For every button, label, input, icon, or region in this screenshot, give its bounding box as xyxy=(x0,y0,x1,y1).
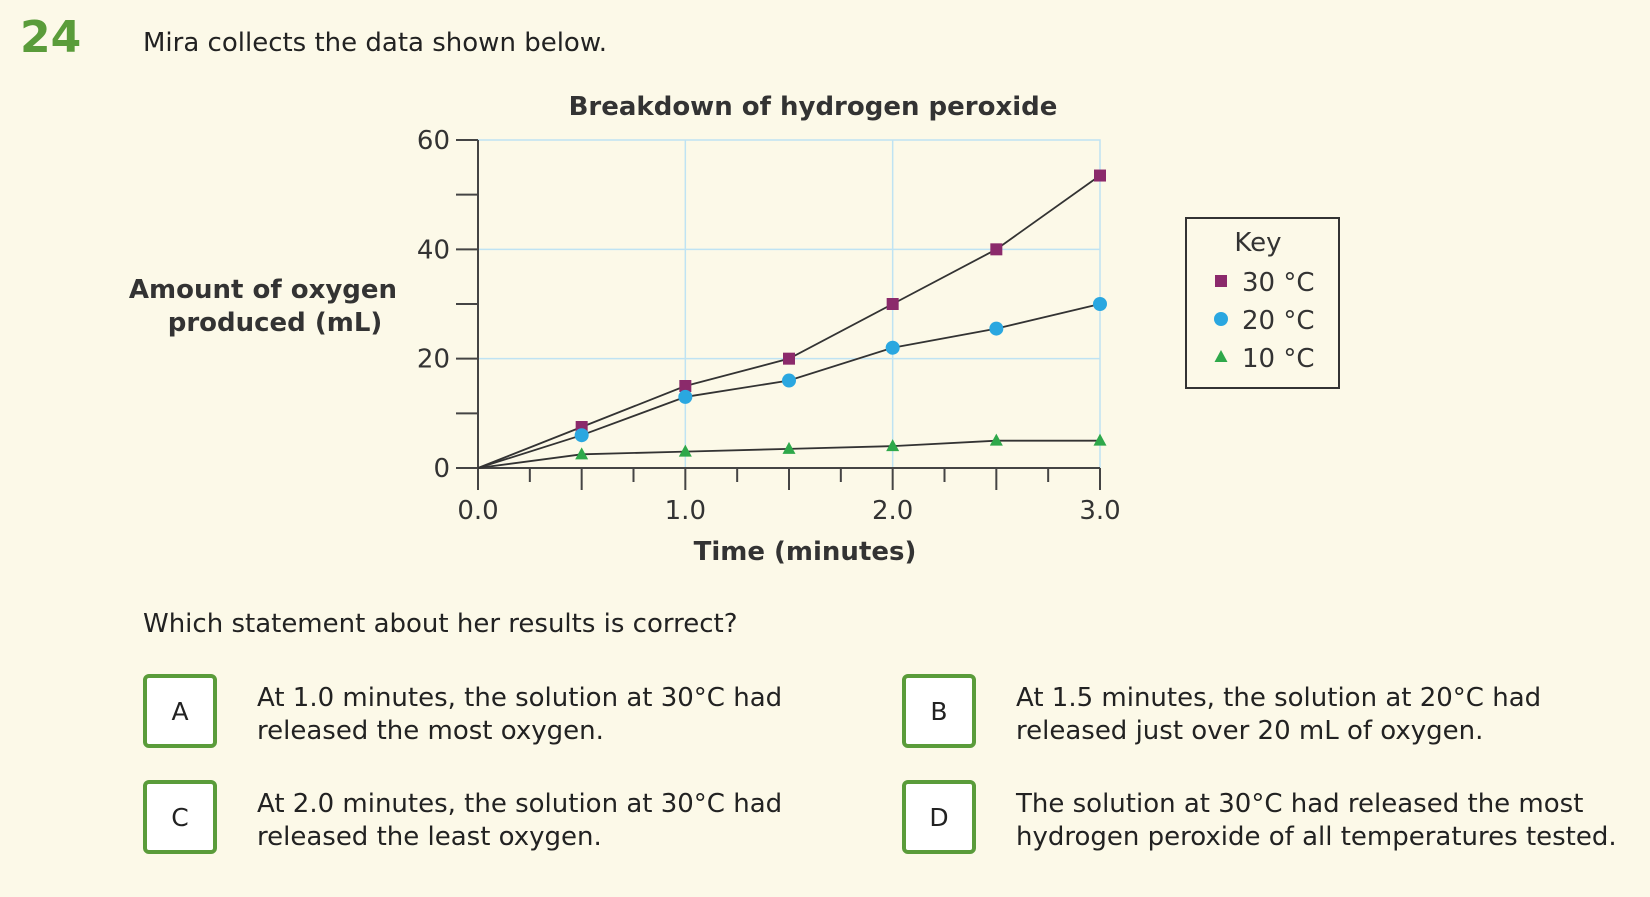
option-c-line-1: At 2.0 minutes, the solution at 30°C had xyxy=(257,789,783,819)
legend-marker-20c xyxy=(1214,312,1228,326)
y-tick-label: 20 xyxy=(417,345,450,375)
grid-layer xyxy=(477,139,1101,469)
question-number: 24 xyxy=(20,12,82,63)
data-point-30c xyxy=(679,380,692,392)
series-line-30c xyxy=(477,174,1101,469)
y-tick-label: 60 xyxy=(417,126,450,156)
option-b-button[interactable]: B xyxy=(902,674,976,748)
option-d-letter: D xyxy=(929,802,949,832)
data-point-20c xyxy=(1093,297,1107,311)
legend-label-20c: 20 °C xyxy=(1242,306,1315,336)
data-point-30c xyxy=(1094,169,1106,182)
legend-marker-30c xyxy=(1215,275,1227,287)
option-a-line-1: At 1.0 minutes, the solution at 30°C had xyxy=(257,683,783,713)
x-tick-label: 1.0 xyxy=(665,496,706,526)
data-point-20c xyxy=(885,340,900,355)
option-a-text: At 1.0 minutes, the solution at 30°C had… xyxy=(257,682,782,748)
data-point-10c xyxy=(989,433,1003,446)
question-prompt: Which statement about her results is cor… xyxy=(143,609,738,639)
plot-border xyxy=(477,139,1101,469)
chart-title: Breakdown of hydrogen peroxide xyxy=(569,92,1058,122)
data-point-20c xyxy=(574,428,589,443)
option-c-letter: C xyxy=(171,802,189,832)
option-d-text: The solution at 30°C had released the mo… xyxy=(1016,788,1617,854)
x-tick-label: 0.0 xyxy=(457,496,498,526)
option-d-line-1: The solution at 30°C had released the mo… xyxy=(1016,789,1584,819)
y-tick-label: 0 xyxy=(433,454,450,484)
legend: Key 30 °C 20 °C 10 °C xyxy=(1185,217,1340,389)
data-point-10c xyxy=(782,441,796,454)
data-point-30c xyxy=(783,352,795,365)
option-b-text: At 1.5 minutes, the solution at 20°C had… xyxy=(1016,682,1541,748)
y-tick-label: 40 xyxy=(417,235,450,265)
axis-layer: 0 20 40 60 0.0 1.0 2.0 3.0 xyxy=(417,126,1121,526)
line-chart: Breakdown of hydrogen peroxide Amount of… xyxy=(129,92,1340,567)
option-d-line-2: hydrogen peroxide of all temperatures te… xyxy=(1016,822,1617,852)
option-b-line-2: released just over 20 mL of oxygen. xyxy=(1016,716,1484,746)
data-point-20c xyxy=(678,389,693,404)
x-tick-label: 3.0 xyxy=(1079,496,1120,526)
question-intro: Mira collects the data shown below. xyxy=(143,28,607,58)
option-b-letter: B xyxy=(930,696,948,726)
data-point-10c xyxy=(575,447,589,460)
data-point-10c xyxy=(1093,433,1107,446)
option-c-line-2: released the least oxygen. xyxy=(257,822,602,852)
option-a-line-2: released the most oxygen. xyxy=(257,716,604,746)
data-point-10c xyxy=(678,444,692,457)
data-point-30c xyxy=(990,243,1003,256)
data-point-20c xyxy=(782,373,796,388)
option-a-letter: A xyxy=(171,696,189,726)
y-axis-label-line-1: Amount of oxygen xyxy=(129,275,397,305)
y-axis-label-line-2: produced (mL) xyxy=(168,308,383,338)
option-b-line-1: At 1.5 minutes, the solution at 20°C had xyxy=(1016,683,1542,713)
data-point-20c xyxy=(989,321,1004,336)
option-c-button[interactable]: C xyxy=(143,780,217,854)
data-point-30c xyxy=(886,298,899,310)
option-a-button[interactable]: A xyxy=(143,674,217,748)
x-tick-label: 2.0 xyxy=(872,496,913,526)
option-c-text: At 2.0 minutes, the solution at 30°C had… xyxy=(257,788,782,854)
data-point-10c xyxy=(886,439,900,452)
legend-marker-10c xyxy=(1214,350,1228,362)
legend-title: Key xyxy=(1234,228,1281,258)
legend-label-30c: 30 °C xyxy=(1242,268,1315,298)
x-axis-label: Time (minutes) xyxy=(694,537,917,567)
legend-label-10c: 10 °C xyxy=(1242,344,1315,374)
legend-box xyxy=(1185,217,1340,389)
option-d-button[interactable]: D xyxy=(902,780,976,854)
series-layer xyxy=(477,169,1107,469)
